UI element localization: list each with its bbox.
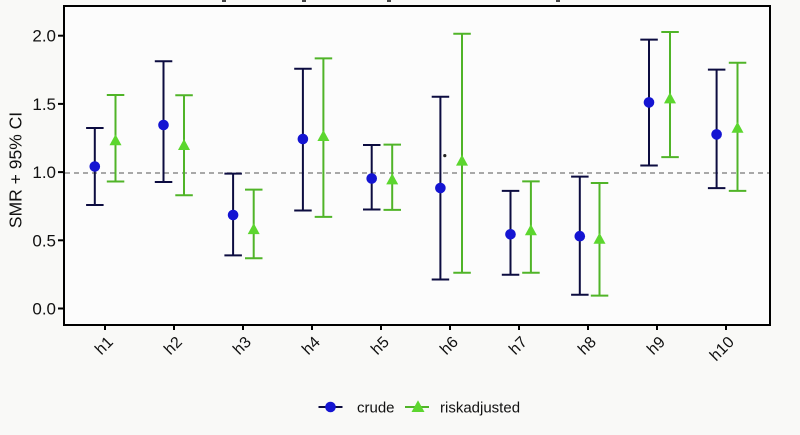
- svg-text:riskadjusted: riskadjusted: [440, 400, 520, 417]
- svg-text:1.5: 1.5: [32, 95, 56, 114]
- svg-text:SMR + 95% CI: SMR + 95% CI: [6, 112, 26, 228]
- svg-text:1.0: 1.0: [32, 163, 56, 182]
- svg-text:crude: crude: [357, 400, 395, 417]
- svg-text:0.5: 0.5: [32, 231, 56, 250]
- svg-text:0.0: 0.0: [32, 300, 56, 319]
- svg-text:2.0: 2.0: [32, 27, 56, 46]
